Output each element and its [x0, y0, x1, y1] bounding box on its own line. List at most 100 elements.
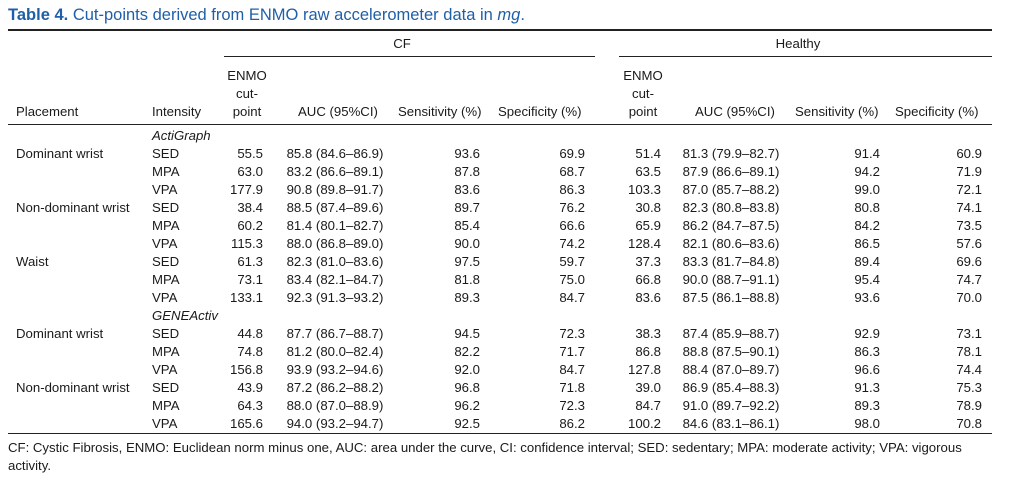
cell-intensity: MPA	[152, 272, 180, 287]
cell-healthy-specificity: 57.6	[956, 236, 982, 251]
header-healthy-sensitivity: Sensitivity (%)	[795, 104, 879, 119]
cell-placement: Waist	[16, 254, 49, 269]
cell-healthy-specificity: 74.1	[956, 200, 982, 215]
cell-healthy-sensitivity: 84.2	[854, 218, 880, 233]
cell-healthy-specificity: 70.0	[956, 290, 982, 305]
cell-healthy-specificity: 60.9	[956, 146, 982, 161]
table-caption: Table 4. Cut-points derived from ENMO ra…	[8, 4, 525, 26]
cell-intensity: MPA	[152, 398, 180, 413]
cell-intensity: SED	[152, 254, 180, 269]
header-healthy-enmo-line2: cut-	[632, 86, 654, 101]
cell-cf-cutpoint: 115.3	[230, 236, 263, 251]
header-cf-enmo-line1: ENMO	[227, 68, 267, 83]
cell-cf-cutpoint: 74.8	[237, 344, 263, 359]
cell-healthy-auc: 86.9 (85.4–88.3)	[682, 380, 780, 395]
cell-cf-sensitivity: 83.6	[454, 182, 480, 197]
table-title-unit: mg	[497, 6, 521, 24]
cell-cf-specificity: 74.2	[559, 236, 585, 251]
group-header-healthy: Healthy	[775, 36, 821, 51]
cell-cf-sensitivity: 89.7	[454, 200, 480, 215]
cell-cf-cutpoint: 43.9	[237, 380, 263, 395]
cell-cf-sensitivity: 85.4	[454, 218, 480, 233]
cell-healthy-auc: 90.0 (88.7–91.1)	[682, 272, 780, 287]
header-healthy-enmo-line1: ENMO	[623, 68, 663, 83]
cell-healthy-sensitivity: 91.3	[854, 380, 880, 395]
cell-cf-auc: 87.2 (86.2–88.2)	[286, 380, 384, 395]
cell-healthy-specificity: 69.6	[956, 254, 982, 269]
cell-healthy-cutpoint: 37.3	[635, 254, 661, 269]
cell-cf-auc: 94.0 (93.2–94.7)	[286, 416, 384, 431]
header-healthy-specificity: Specificity (%)	[895, 104, 979, 119]
cell-healthy-sensitivity: 91.4	[854, 146, 880, 161]
cell-healthy-specificity: 73.5	[956, 218, 982, 233]
cell-cf-cutpoint: 133.1	[229, 290, 263, 305]
cell-cf-sensitivity: 96.8	[454, 380, 480, 395]
cell-cf-sensitivity: 92.0	[454, 362, 480, 377]
cell-intensity: SED	[152, 326, 180, 341]
cell-cf-sensitivity: 90.0	[454, 236, 480, 251]
cell-healthy-auc: 81.3 (79.9–82.7)	[682, 146, 780, 161]
cell-cf-specificity: 84.7	[559, 290, 585, 305]
header-intensity: Intensity	[152, 104, 202, 119]
cell-cf-cutpoint: 63.0	[237, 164, 263, 179]
cell-cf-cutpoint: 60.2	[237, 218, 263, 233]
cell-cf-specificity: 71.7	[559, 344, 585, 359]
table-footnote: CF: Cystic Fibrosis, ENMO: Euclidean nor…	[8, 440, 962, 473]
cell-healthy-specificity: 72.1	[956, 182, 982, 197]
cell-healthy-cutpoint: 83.6	[635, 290, 661, 305]
cell-cf-cutpoint: 38.4	[237, 200, 263, 215]
cell-healthy-auc: 87.0 (85.7–88.2)	[682, 182, 780, 197]
group-header-cf: CF	[393, 36, 411, 51]
header-placement: Placement	[16, 104, 79, 119]
cell-healthy-auc: 87.9 (86.6–89.1)	[682, 164, 780, 179]
cell-healthy-cutpoint: 66.8	[635, 272, 661, 287]
cell-intensity: MPA	[152, 344, 180, 359]
cell-healthy-auc: 88.4 (87.0–89.7)	[682, 362, 780, 377]
cell-placement: Non-dominant wrist	[16, 380, 130, 395]
cell-healthy-cutpoint: 65.9	[635, 218, 661, 233]
cell-cf-cutpoint: 64.3	[237, 398, 263, 413]
cell-cf-specificity: 75.0	[559, 272, 585, 287]
cell-cf-specificity: 86.2	[559, 416, 585, 431]
cell-intensity: VPA	[152, 290, 178, 305]
cell-cf-auc: 90.8 (89.8–91.7)	[286, 182, 384, 197]
cell-intensity: SED	[152, 200, 180, 215]
cell-healthy-cutpoint: 86.8	[635, 344, 661, 359]
cell-placement: Dominant wrist	[16, 146, 104, 161]
cell-cf-cutpoint: 44.8	[237, 326, 263, 341]
cell-healthy-auc: 82.3 (80.8–83.8)	[682, 200, 780, 215]
header-healthy-auc: AUC (95%CI)	[695, 104, 775, 119]
cell-healthy-specificity: 70.8	[956, 416, 982, 431]
cell-cf-specificity: 86.3	[559, 182, 585, 197]
cell-cf-cutpoint: 156.8	[229, 362, 263, 377]
group-rule-healthy	[619, 56, 992, 57]
cell-cf-specificity: 59.7	[559, 254, 585, 269]
cell-healthy-sensitivity: 95.4	[854, 272, 880, 287]
cell-healthy-auc: 87.5 (86.1–88.8)	[682, 290, 780, 305]
cell-cf-sensitivity: 89.3	[454, 290, 480, 305]
cell-cf-cutpoint: 61.3	[237, 254, 263, 269]
cell-healthy-sensitivity: 86.5	[854, 236, 880, 251]
cell-cf-auc: 83.4 (82.1–84.7)	[286, 272, 384, 287]
cell-healthy-sensitivity: 86.3	[854, 344, 880, 359]
table-title-end: .	[520, 6, 525, 24]
header-healthy-enmo-line3: point	[628, 104, 658, 119]
cell-cf-sensitivity: 87.8	[454, 164, 480, 179]
device-label: GENEActiv	[152, 308, 218, 323]
cell-placement: Dominant wrist	[16, 326, 104, 341]
cell-cf-auc: 82.3 (81.0–83.6)	[286, 254, 384, 269]
cell-intensity: SED	[152, 146, 180, 161]
cell-cf-sensitivity: 82.2	[454, 344, 480, 359]
cell-healthy-cutpoint: 30.8	[635, 200, 661, 215]
cell-cf-cutpoint: 177.9	[229, 182, 263, 197]
cell-intensity: MPA	[152, 164, 180, 179]
cell-healthy-specificity: 75.3	[956, 380, 982, 395]
cell-healthy-sensitivity: 89.3	[854, 398, 880, 413]
header-cf-specificity: Specificity (%)	[498, 104, 582, 119]
cell-cf-auc: 87.7 (86.7–88.7)	[286, 326, 384, 341]
cell-intensity: VPA	[152, 416, 178, 431]
cell-cf-auc: 93.9 (93.2–94.6)	[286, 362, 384, 377]
cell-healthy-auc: 88.8 (87.5–90.1)	[682, 344, 780, 359]
table-title: Cut-points derived from ENMO raw acceler…	[72, 6, 493, 24]
